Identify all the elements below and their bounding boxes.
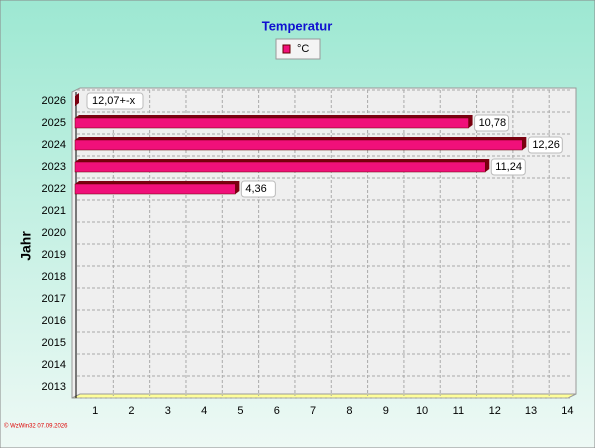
bar bbox=[74, 117, 469, 129]
y-tick-label: 2019 bbox=[42, 249, 66, 261]
y-tick-label: 2018 bbox=[42, 271, 66, 283]
value-label: 4,36 bbox=[245, 183, 266, 195]
x-tick-label: 11 bbox=[453, 405, 464, 417]
y-tick-label: 2015 bbox=[42, 337, 66, 349]
x-tick-label: 3 bbox=[165, 405, 171, 417]
y-axis-label: Jahr bbox=[18, 231, 34, 261]
y-tick-label: 2014 bbox=[42, 359, 66, 371]
value-label: 11,24 bbox=[495, 161, 522, 173]
y-tick-label: 2025 bbox=[42, 117, 66, 129]
value-label-box bbox=[527, 136, 563, 154]
y-tick-label: 2021 bbox=[42, 205, 66, 217]
y-tick-label: 2017 bbox=[42, 293, 66, 305]
y-tick-label: 2026 bbox=[42, 95, 66, 107]
x-tick-label: 12 bbox=[489, 405, 501, 417]
x-tick-label: 14 bbox=[561, 405, 573, 417]
plot-floor bbox=[71, 393, 577, 399]
x-tick-label: 7 bbox=[310, 405, 316, 417]
y-tick-label: 2016 bbox=[42, 315, 66, 327]
x-tick-label: 8 bbox=[346, 405, 352, 417]
chart-title: Temperatur bbox=[262, 18, 333, 33]
annotation-marker bbox=[75, 93, 79, 106]
x-tick-label: 2 bbox=[128, 405, 134, 417]
value-label: 12,26 bbox=[532, 139, 560, 151]
value-label-box bbox=[474, 114, 510, 132]
x-tick-label: 6 bbox=[274, 405, 280, 417]
y-tick-label: 2022 bbox=[42, 183, 66, 195]
x-tick-label: 1 bbox=[92, 405, 98, 417]
x-tick-label: 4 bbox=[201, 405, 207, 417]
x-tick-label: 13 bbox=[525, 405, 537, 417]
value-label-box bbox=[490, 158, 526, 176]
annotation-box bbox=[86, 92, 144, 110]
legend-label: °C bbox=[297, 43, 309, 55]
bar bbox=[74, 161, 486, 173]
annotation: 12,07+-x bbox=[92, 95, 136, 107]
bar bbox=[74, 139, 523, 151]
legend-box bbox=[275, 38, 321, 60]
x-tick-label: 5 bbox=[237, 405, 243, 417]
y-tick-label: 2013 bbox=[42, 381, 66, 393]
y-tick-label: 2023 bbox=[42, 161, 66, 173]
bar bbox=[74, 183, 236, 195]
value-label: 10,78 bbox=[479, 117, 507, 129]
x-tick-label: 10 bbox=[416, 405, 428, 417]
y-tick-label: 2024 bbox=[42, 139, 66, 151]
legend-swatch bbox=[282, 44, 291, 54]
y-tick-label: 2020 bbox=[42, 227, 66, 239]
x-tick-label: 9 bbox=[383, 405, 389, 417]
value-label-box bbox=[240, 180, 276, 198]
footer: © WzWin32 07.09.2026 bbox=[4, 423, 68, 430]
